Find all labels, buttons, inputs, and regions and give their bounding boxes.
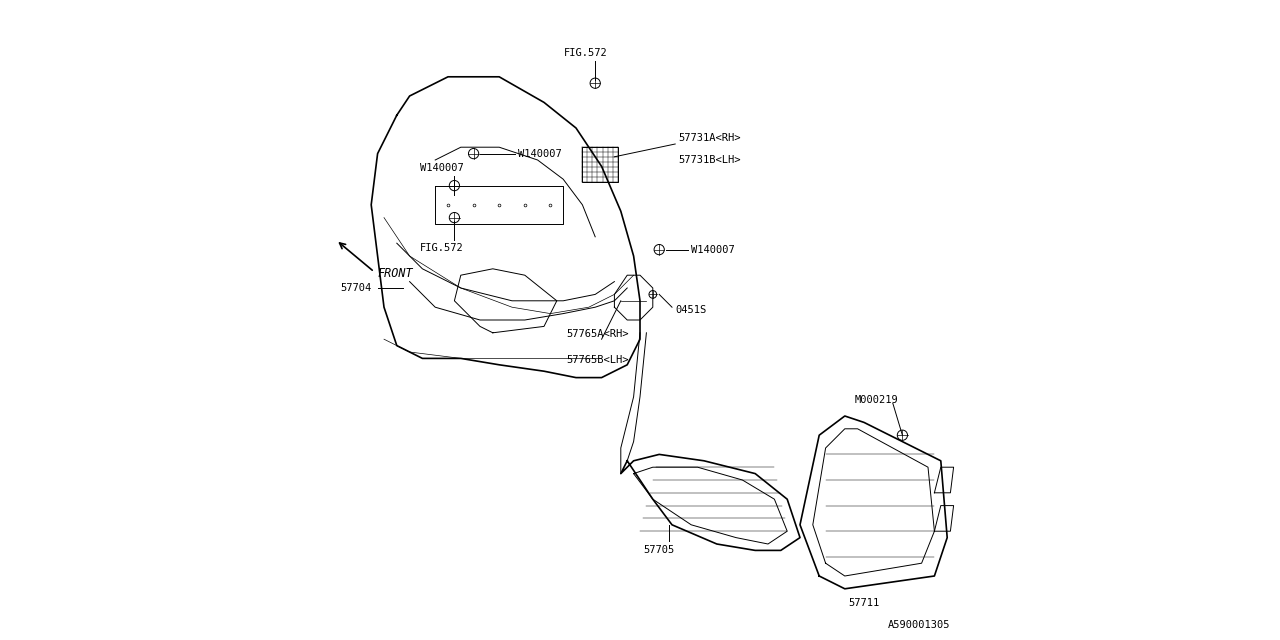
Text: W140007: W140007 — [420, 163, 463, 173]
Text: 57731A<RH>: 57731A<RH> — [678, 132, 741, 143]
Text: FIG.572: FIG.572 — [563, 47, 608, 58]
Text: 57704: 57704 — [340, 283, 371, 293]
Text: W140007: W140007 — [518, 148, 562, 159]
Text: 57711: 57711 — [849, 598, 879, 609]
Text: M000219: M000219 — [855, 395, 899, 405]
Text: 57765A<RH>: 57765A<RH> — [566, 329, 628, 339]
Text: FRONT: FRONT — [378, 268, 413, 280]
Text: 57705: 57705 — [644, 545, 675, 556]
Text: W140007: W140007 — [691, 244, 735, 255]
Text: A590001305: A590001305 — [888, 620, 950, 630]
Bar — [582, 147, 618, 182]
Text: 0451S: 0451S — [676, 305, 707, 316]
Text: 57731B<LH>: 57731B<LH> — [678, 155, 741, 165]
Text: FIG.572: FIG.572 — [420, 243, 463, 253]
Text: 57765B<LH>: 57765B<LH> — [566, 355, 628, 365]
